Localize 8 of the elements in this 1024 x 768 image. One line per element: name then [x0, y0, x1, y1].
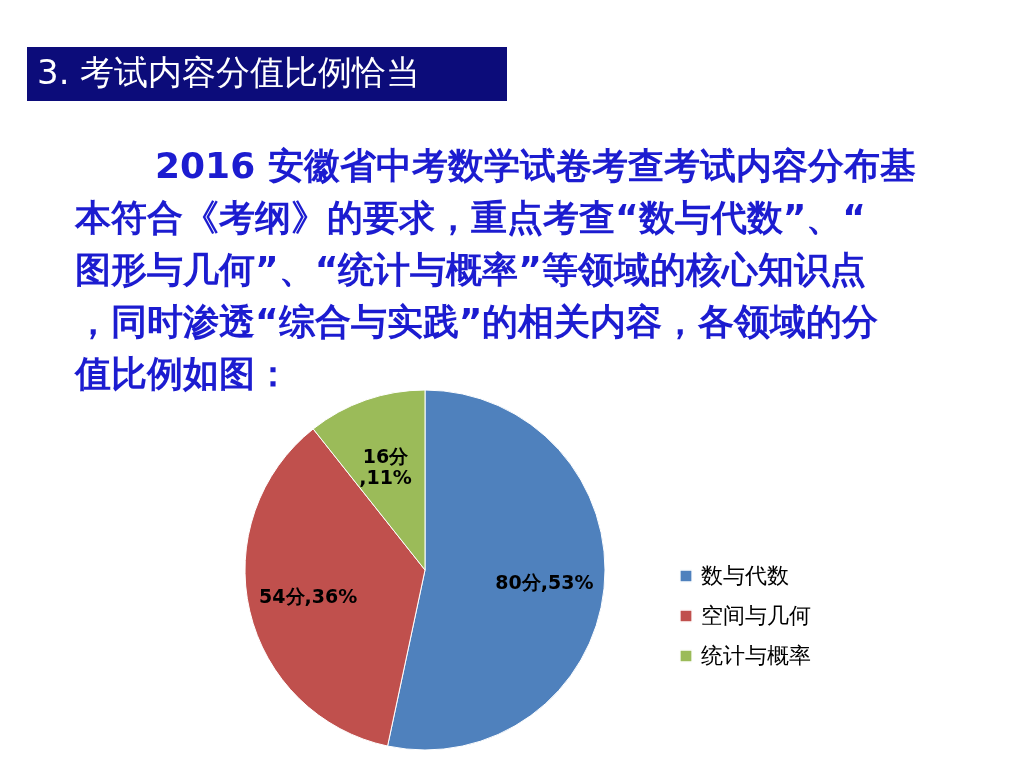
legend-label: 数与代数 — [701, 563, 789, 588]
chart-subtitle: 2016 安徽省中考数学试卷考查考试内容分布基本符合《考纲》的要求，重点考查“数与代数”、“图形与几何”、“统计与概率”等领域的核心知识点，同时渗透“综合与实践”的相关内容，各领域的分值比例如图： — [73, 145, 916, 394]
chart-title: 3. 考试内容分值比例恰当 — [37, 52, 421, 92]
data-label: 54分,36% — [259, 585, 358, 608]
legend-label: 统计与概率 — [701, 643, 811, 668]
data-label: 16分,11% — [359, 444, 412, 488]
legend-label: 空间与几何 — [701, 603, 811, 628]
data-label: 80分,53% — [495, 570, 594, 593]
